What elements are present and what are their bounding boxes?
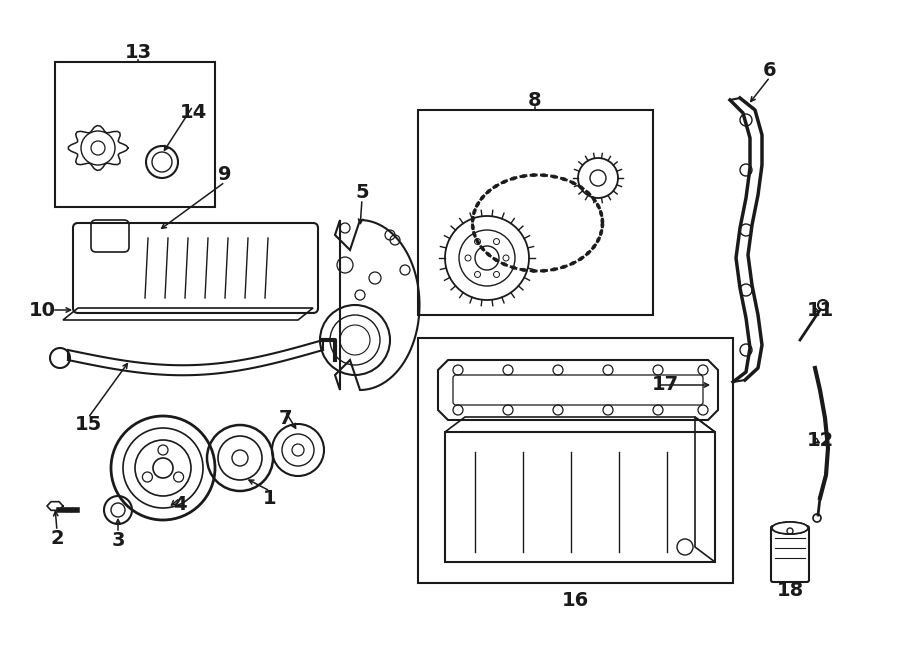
Text: 14: 14	[179, 102, 207, 122]
Bar	[418, 110, 653, 315]
Bar	[418, 338, 733, 583]
Text: 18: 18	[777, 580, 804, 600]
Text: 2: 2	[50, 529, 64, 547]
Text: 17: 17	[652, 375, 679, 395]
Text: 10: 10	[29, 301, 56, 319]
Text: 9: 9	[218, 165, 232, 184]
Text: 13: 13	[124, 42, 151, 61]
Text: 15: 15	[75, 416, 102, 434]
Text: 16: 16	[562, 590, 589, 609]
Text: 12: 12	[806, 430, 833, 449]
Text: 4: 4	[173, 496, 187, 514]
Bar	[55, 62, 215, 207]
Text: 6: 6	[763, 61, 777, 79]
Text: 1: 1	[263, 488, 277, 508]
Ellipse shape	[772, 522, 808, 534]
Text: 8: 8	[528, 91, 542, 110]
Text: 7: 7	[278, 408, 292, 428]
Text: 3: 3	[112, 531, 125, 549]
Text: 5: 5	[356, 182, 369, 202]
Text: 11: 11	[806, 301, 833, 319]
